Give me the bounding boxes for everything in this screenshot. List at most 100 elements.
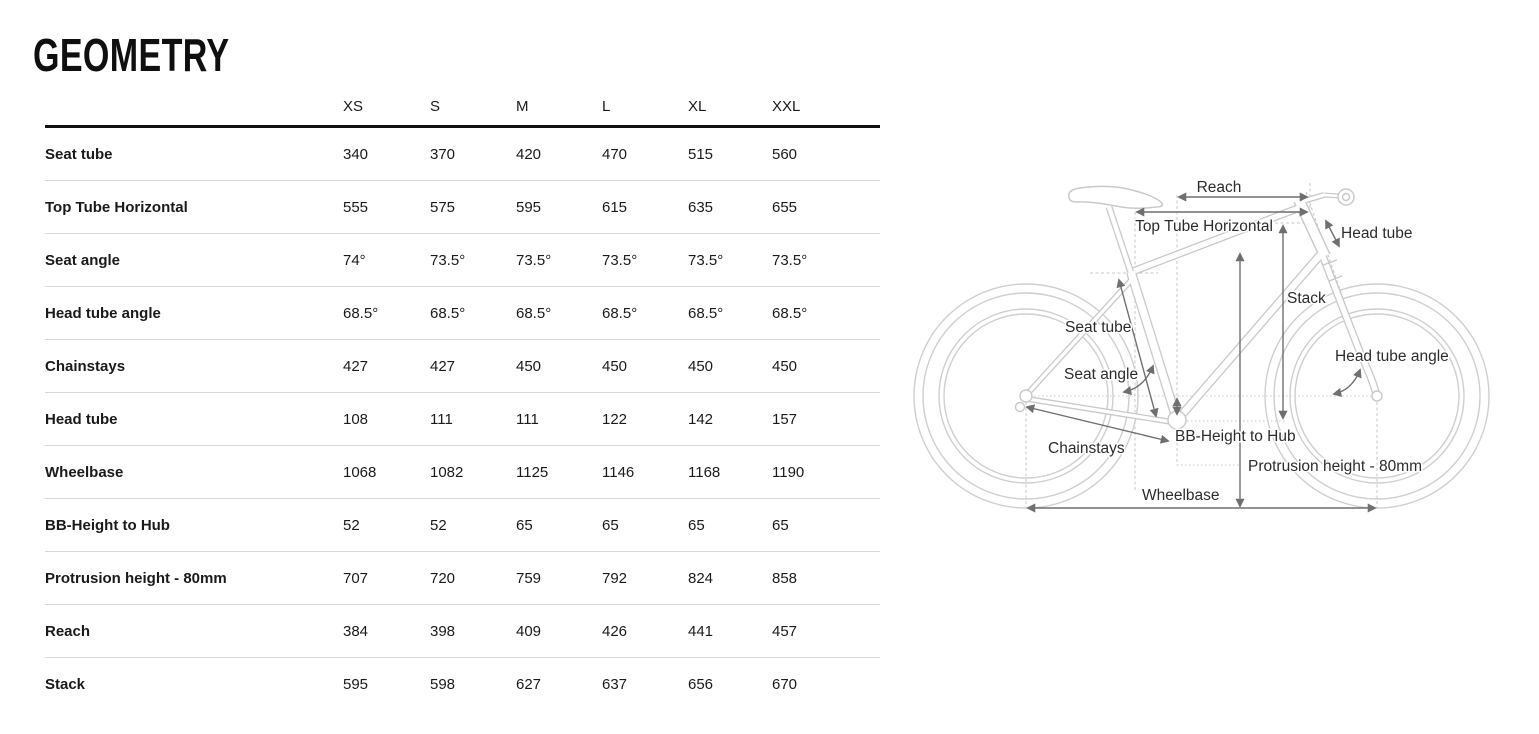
row-value: 555 [343, 198, 369, 216]
row-label: Protrusion height - 80mm [45, 569, 227, 587]
row-value: 370 [430, 145, 456, 163]
row-label: Stack [45, 676, 86, 693]
row-value: 68.5° [343, 304, 379, 322]
table-row: Wheelbase 1068 1082 1125 1146 1168 1190 [45, 446, 880, 499]
row-label: Head tube [45, 410, 118, 428]
row-value: 409 [516, 622, 542, 640]
row-value: 157 [772, 410, 798, 428]
row-value: 68.5° [688, 304, 724, 322]
row-value: 427 [430, 357, 456, 375]
row-value: 441 [688, 622, 714, 640]
row-label: Seat angle [45, 251, 121, 269]
row-label: Head tube angle [45, 304, 161, 322]
row-label: Wheelbase [45, 463, 124, 481]
size-header-m: M [516, 98, 529, 115]
row-value: 637 [602, 676, 628, 693]
diagram-label-top-tube: Top Tube Horizontal [1135, 218, 1273, 235]
row-value: 65 [516, 516, 533, 534]
row-value: 656 [688, 676, 714, 693]
bike-frame [1014, 185, 1383, 430]
row-value: 73.5° [430, 251, 466, 269]
row-value: 655 [772, 198, 798, 216]
row-value: 450 [688, 357, 714, 375]
row-value: 68.5° [772, 304, 808, 322]
row-value: 635 [688, 198, 714, 216]
handlebar-grip [1337, 188, 1355, 206]
row-value: 615 [602, 198, 628, 216]
row-value: 670 [772, 676, 798, 693]
row-label: BB-Height to Hub [45, 516, 170, 534]
row-value: 73.5° [688, 251, 724, 269]
row-value: 111 [516, 410, 539, 428]
diagram-label-stack: Stack [1287, 290, 1326, 307]
geometry-table: XS S M L XL XXL Seat tube 340 370 420 47… [45, 88, 880, 711]
row-label: Top Tube Horizontal [45, 198, 188, 216]
row-value: 1190 [772, 463, 805, 481]
row-value: 73.5° [602, 251, 638, 269]
diagram-label-seat-angle: Seat angle [1064, 366, 1138, 383]
row-value: 450 [772, 357, 798, 375]
row-value: 595 [343, 676, 369, 693]
row-value: 1146 [602, 463, 635, 481]
row-label: Seat tube [45, 145, 113, 163]
row-value: 384 [343, 622, 369, 640]
table-row: Top Tube Horizontal 555 575 595 615 635 … [45, 181, 880, 234]
row-value: 420 [516, 145, 542, 163]
page-title: GEOMETRY [33, 29, 230, 81]
table-row: Reach 384 398 409 426 441 457 [45, 605, 880, 658]
row-value: 1068 [343, 463, 377, 481]
row-value: 560 [772, 145, 798, 163]
diagram-label-seat-tube: Seat tube [1065, 319, 1131, 336]
diagram-label-wheelbase: Wheelbase [1142, 487, 1220, 504]
row-value: 122 [602, 410, 628, 428]
row-value: 1082 [430, 463, 464, 481]
row-value: 73.5° [772, 251, 808, 269]
row-value: 65 [688, 516, 705, 534]
row-value: 1125 [516, 463, 549, 481]
row-value: 74° [343, 251, 366, 269]
row-value: 52 [343, 516, 360, 534]
row-value: 598 [430, 676, 456, 693]
row-value: 759 [516, 569, 542, 587]
table-row: Seat angle 74° 73.5° 73.5° 73.5° 73.5° 7… [45, 234, 880, 287]
table-header-row: XS S M L XL XXL [45, 88, 880, 128]
row-value: 73.5° [516, 251, 552, 269]
row-value: 142 [688, 410, 714, 428]
row-value: 68.5° [602, 304, 638, 322]
diagram-label-protrusion: Protrusion height - 80mm [1248, 458, 1422, 475]
row-value: 65 [602, 516, 619, 534]
row-value: 595 [516, 198, 542, 216]
row-value: 575 [430, 198, 456, 216]
table-row: Head tube 108 111 111 122 142 157 [45, 393, 880, 446]
row-value: 450 [516, 357, 542, 375]
saddle [1067, 185, 1164, 210]
row-value: 470 [602, 145, 628, 163]
table-row: Protrusion height - 80mm 707 720 759 792… [45, 552, 880, 605]
table-row: Seat tube 340 370 420 470 515 560 [45, 128, 880, 181]
size-header-s: S [430, 98, 441, 115]
row-value: 52 [430, 516, 447, 534]
row-value: 426 [602, 622, 628, 640]
row-value: 792 [602, 569, 628, 587]
row-value: 858 [772, 569, 798, 587]
diagram-label-head-tube-angle: Head tube angle [1335, 348, 1449, 365]
row-value: 427 [343, 357, 369, 375]
row-value: 627 [516, 676, 542, 693]
row-label: Reach [45, 622, 91, 640]
front-hub [1371, 390, 1383, 402]
row-value: 340 [343, 145, 369, 163]
geometry-table-body: Seat tube 340 370 420 470 515 560 Top Tu… [45, 128, 880, 711]
diagram-label-head-tube: Head tube [1341, 225, 1413, 242]
bike-geometry-diagram: Reach Top Tube Horizontal Head tube Stac… [913, 178, 1490, 513]
row-value: 65 [772, 516, 789, 534]
row-value: 1168 [688, 463, 721, 481]
row-value: 108 [343, 410, 369, 428]
size-header-l: L [602, 98, 611, 115]
diagram-label-reach: Reach [1197, 179, 1242, 196]
row-label: Chainstays [45, 357, 126, 375]
rear-hub [1019, 389, 1033, 403]
row-value: 398 [430, 622, 456, 640]
row-value: 457 [772, 622, 798, 640]
diagram-label-bb-height: BB-Height to Hub [1175, 428, 1296, 445]
